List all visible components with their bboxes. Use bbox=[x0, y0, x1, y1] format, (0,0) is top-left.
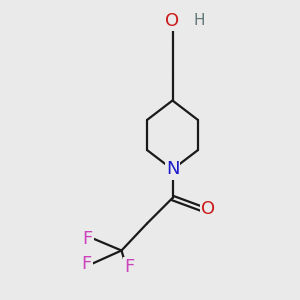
Text: O: O bbox=[201, 200, 215, 217]
Text: F: F bbox=[124, 258, 134, 276]
Text: F: F bbox=[81, 255, 92, 273]
Text: N: N bbox=[166, 160, 179, 178]
Text: F: F bbox=[83, 230, 93, 247]
Text: O: O bbox=[165, 12, 180, 30]
Text: H: H bbox=[194, 13, 205, 28]
